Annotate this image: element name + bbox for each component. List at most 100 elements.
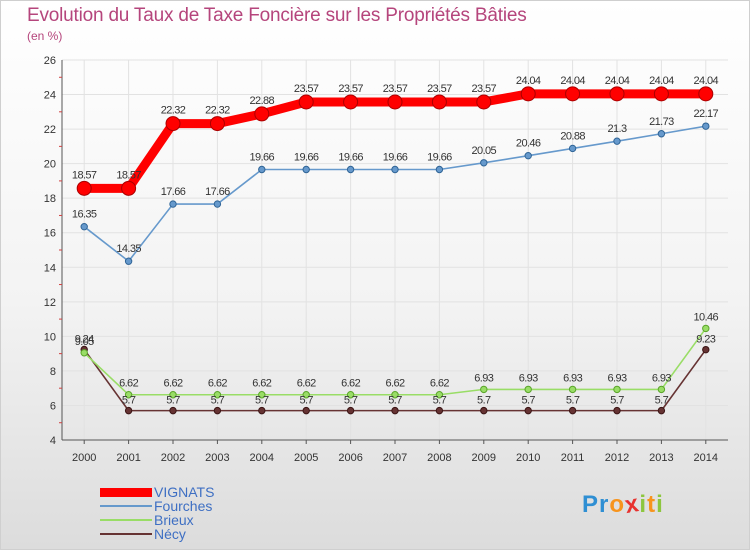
legend-swatch-fourches [100, 505, 152, 507]
data-label-vignats: 18.57 [116, 169, 141, 181]
logo-letter: P [582, 491, 600, 518]
logo-letter: i [639, 491, 648, 518]
data-label-brieux: 6.62 [297, 378, 316, 390]
data-point-fourches [524, 151, 532, 160]
data-label-brieux: 6.93 [652, 372, 671, 384]
y-tick-label: 26 [44, 55, 56, 67]
data-label-fourches: 16.35 [72, 209, 97, 221]
data-point-vignats [653, 86, 669, 102]
data-point-necy [702, 345, 710, 354]
chart-title: Evolution du Taux de Taxe Foncière sur l… [27, 5, 527, 26]
data-point-necy [258, 406, 266, 415]
data-point-necy [391, 406, 399, 415]
data-label-necy: 5.7 [166, 395, 180, 407]
data-label-brieux: 6.93 [519, 372, 538, 384]
data-point-necy [657, 406, 666, 415]
data-point-necy [169, 406, 177, 415]
data-label-brieux: 6.62 [430, 378, 449, 390]
data-point-necy [124, 406, 133, 415]
data-point-brieux [258, 391, 266, 399]
data-point-necy [435, 406, 444, 415]
logo-letter: i [656, 491, 664, 518]
data-point-brieux [213, 391, 222, 399]
data-label-fourches: 22.17 [694, 108, 719, 120]
data-label-brieux: 6.62 [208, 378, 227, 390]
data-point-fourches [302, 165, 310, 174]
data-point-vignats [121, 180, 137, 196]
logo-letter: o [609, 491, 626, 518]
data-label-brieux: 6.62 [341, 378, 360, 390]
data-label-fourches: 19.66 [338, 152, 363, 164]
legend-label-fourches: Fourches [154, 498, 213, 514]
data-label-necy: 5.7 [433, 395, 447, 407]
data-point-brieux [480, 385, 488, 394]
data-point-brieux [613, 385, 621, 394]
data-point-vignats [343, 94, 359, 110]
data-label-vignats: 24.04 [649, 75, 674, 87]
data-label-vignats: 24.04 [605, 75, 630, 87]
data-point-fourches [80, 222, 88, 231]
data-label-vignats: 24.04 [516, 75, 541, 87]
x-tick-label: 2014 [694, 452, 718, 464]
data-label-vignats: 18.57 [72, 169, 97, 181]
data-label-fourches: 19.66 [427, 152, 452, 164]
series-layer [76, 86, 714, 415]
data-label-fourches: 17.66 [205, 186, 230, 198]
data-label-necy: 5.7 [344, 395, 358, 407]
data-point-vignats [387, 94, 403, 110]
data-label-fourches: 21.73 [649, 116, 674, 128]
data-labels-layer: 18.57 18.57 22.32 22.32 22.88 23.57 23.57 23.57… [72, 75, 719, 407]
data-label-fourches: 19.66 [383, 152, 408, 164]
x-tick-label: 2003 [205, 452, 229, 464]
data-point-necy [346, 406, 355, 415]
data-point-fourches [480, 159, 488, 167]
data-label-fourches: 17.66 [161, 186, 186, 198]
data-label-vignats: 23.57 [427, 83, 452, 95]
y-tick-label: 14 [44, 262, 56, 274]
legend-item-necy: Nécy [100, 527, 214, 541]
legend-label-necy: Nécy [154, 526, 186, 542]
data-point-fourches [213, 200, 222, 208]
x-tick-label: 2004 [250, 452, 274, 464]
data-point-vignats [609, 86, 625, 102]
data-point-fourches [258, 165, 266, 174]
data-label-vignats: 23.57 [472, 83, 497, 95]
data-point-brieux [391, 391, 399, 399]
x-tick-label: 2007 [383, 452, 407, 464]
x-tick-label: 2011 [561, 452, 585, 464]
y-tick-label: 18 [44, 193, 56, 205]
x-tick-label: 2006 [338, 452, 362, 464]
data-label-vignats: 24.04 [694, 75, 719, 87]
data-label-necy: 5.7 [122, 395, 136, 407]
legend-item-brieux: Brieux [100, 513, 214, 527]
y-tick-label: 16 [44, 228, 56, 240]
y-tick-label: 10 [44, 331, 56, 343]
data-label-fourches: 19.66 [250, 152, 275, 164]
x-tick-label: 2001 [116, 452, 140, 464]
data-point-brieux [657, 385, 666, 394]
data-label-necy: 5.7 [521, 395, 535, 407]
data-point-vignats [165, 116, 181, 132]
data-label-brieux: 6.62 [385, 378, 404, 390]
data-point-brieux [702, 324, 710, 333]
logo-letter: t [647, 491, 657, 518]
y-tick-label: 6 [50, 400, 56, 412]
data-point-vignats [698, 86, 714, 102]
data-label-brieux: 6.93 [474, 372, 493, 384]
data-label-fourches: 20.05 [472, 145, 497, 157]
data-point-vignats [520, 86, 536, 102]
legend-swatch-vignats [100, 487, 152, 497]
legend-swatch-brieux [100, 519, 152, 521]
data-label-brieux: 10.46 [694, 311, 719, 323]
data-point-fourches [346, 165, 355, 174]
data-point-vignats [209, 116, 225, 132]
data-point-vignats [476, 94, 492, 110]
proxiti-logo: Proxiti [582, 490, 664, 519]
data-label-necy: 5.7 [477, 395, 491, 407]
data-point-brieux [346, 391, 355, 399]
data-label-vignats: 23.57 [294, 83, 319, 95]
chart-unit: (en %) [27, 29, 63, 43]
x-tick-label: 2002 [161, 452, 185, 464]
data-point-necy [524, 406, 532, 415]
data-label-vignats: 22.88 [250, 95, 275, 107]
